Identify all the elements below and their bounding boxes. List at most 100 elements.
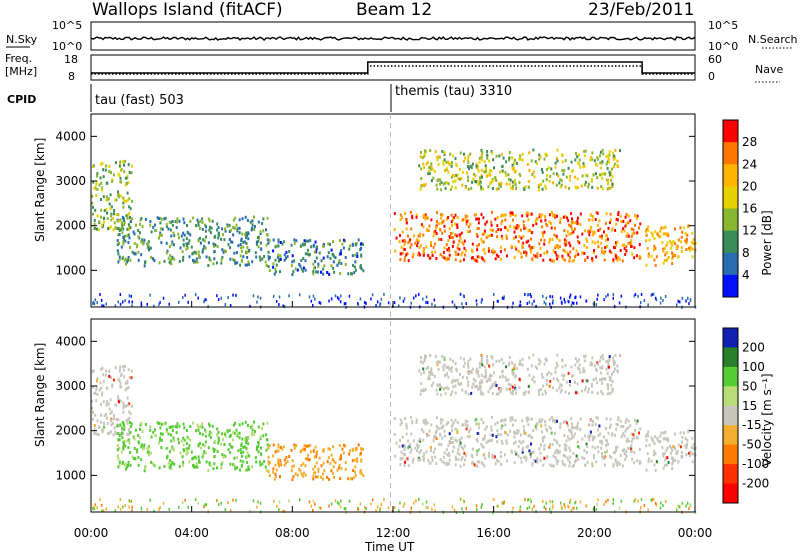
velocity-echo-cell xyxy=(468,372,470,376)
power-echo-cell xyxy=(640,301,642,305)
power-echo-cell xyxy=(518,172,521,176)
velocity-echo-cell xyxy=(482,453,485,457)
velocity-echo-cell xyxy=(605,443,608,447)
velocity-echo-cell xyxy=(301,474,304,478)
power-echo-cell xyxy=(428,224,431,228)
velocity-echo-cell xyxy=(606,392,609,396)
power-echo-cell xyxy=(671,244,674,247)
velocity-echo-cell xyxy=(477,370,480,373)
power-echo-cell xyxy=(177,232,180,236)
power-echo-cell xyxy=(549,302,551,306)
power-echo-cell xyxy=(329,256,332,260)
power-echo-cell xyxy=(569,295,571,299)
power-echo-cell xyxy=(672,240,675,243)
power-echo-cell xyxy=(228,230,231,233)
velocity-echo-cell xyxy=(600,441,603,445)
power-echo-cell xyxy=(510,186,513,190)
power-echo-cell xyxy=(204,223,206,227)
power-echo-cell xyxy=(563,241,566,245)
power-echo-cell xyxy=(430,165,433,169)
power-echo-cell xyxy=(643,299,646,303)
power-echo-cell xyxy=(518,234,521,238)
velocity-echo-cell xyxy=(130,376,133,380)
power-echo-cell xyxy=(342,246,345,250)
velocity-echo-cell xyxy=(565,444,568,448)
power-echo-cell xyxy=(431,250,434,254)
velocity-echo-cell xyxy=(313,455,316,459)
power-echo-cell xyxy=(550,222,553,226)
velocity-echo-cell xyxy=(182,501,184,504)
power-echo-cell xyxy=(460,253,463,257)
velocity-echo-cell xyxy=(571,464,574,468)
power-echo-cell xyxy=(691,231,694,235)
velocity-echo-cell xyxy=(662,466,665,470)
power-echo-cell xyxy=(438,155,441,159)
velocity-echo-cell xyxy=(126,421,129,425)
power-echo-cell xyxy=(274,245,277,249)
power-echo-cell xyxy=(310,299,313,303)
velocity-echo-cell xyxy=(266,421,269,425)
power-echo-cell xyxy=(478,255,481,259)
power-echo-cell xyxy=(266,216,269,220)
power-echo-cell xyxy=(620,220,623,223)
velocity-echo-cell xyxy=(205,430,208,434)
velocity-echo-cell xyxy=(341,447,344,451)
velocity-echo-cell xyxy=(638,448,641,451)
velocity-echo-cell xyxy=(615,462,618,466)
power-echo-cell xyxy=(291,254,294,258)
power-echo-cell xyxy=(507,173,510,177)
x-tick-label: 00:00 xyxy=(74,526,109,540)
power-echo-cell xyxy=(205,225,208,229)
velocity-echo-cell xyxy=(107,432,110,436)
power-echo-cell xyxy=(232,233,235,237)
velocity-echo-cell xyxy=(583,369,586,373)
power-echo-cell xyxy=(624,215,627,219)
power-echo-cell xyxy=(424,215,427,219)
velocity-echo-cell xyxy=(500,439,503,443)
velocity-echo-cell xyxy=(531,378,534,381)
velocity-echo-cell xyxy=(240,451,242,455)
velocity-echo-cell xyxy=(478,448,480,452)
velocity-echo-cell xyxy=(123,428,126,432)
velocity-echo-cell xyxy=(436,363,439,367)
velocity-echo-cell xyxy=(126,403,129,407)
velocity-echo-cell xyxy=(592,420,594,423)
velocity-echo-cell xyxy=(439,458,442,462)
velocity-echo-cell xyxy=(664,430,667,434)
velocity-echo-cell xyxy=(453,508,456,512)
power-echo-cell xyxy=(443,246,446,250)
velocity-echo-cell xyxy=(475,369,478,373)
power-echo-cell xyxy=(546,174,548,177)
power-echo-cell xyxy=(497,255,500,258)
velocity-echo-cell xyxy=(631,437,634,441)
power-echo-cell xyxy=(137,258,140,262)
velocity-echo-cell xyxy=(93,431,96,435)
power-echo-cell xyxy=(504,225,507,229)
velocity-echo-cell xyxy=(185,452,188,456)
velocity-echo-cell xyxy=(387,506,390,510)
velocity-echo-cell xyxy=(556,377,558,381)
velocity-echo-cell xyxy=(481,445,484,449)
power-echo-cell xyxy=(419,187,422,191)
power-echo-cell xyxy=(275,263,278,267)
power-echo-cell xyxy=(438,178,441,182)
power-echo-cell xyxy=(126,176,129,180)
power-echo-cell xyxy=(560,300,563,304)
velocity-echo-cell xyxy=(409,443,412,447)
velocity-echo-cell xyxy=(257,450,260,454)
power-echo-cell xyxy=(465,302,467,306)
power-echo-cell xyxy=(457,177,460,181)
velocity-echo-cell xyxy=(163,464,166,468)
velocity-echo-cell xyxy=(614,353,617,357)
velocity-echo-cell xyxy=(412,439,415,443)
velocity-echo-cell xyxy=(125,387,128,391)
velocity-echo-cell xyxy=(498,359,501,363)
power-echo-cell xyxy=(556,236,559,240)
power-echo-cell xyxy=(585,237,588,241)
velocity-echo-cell xyxy=(612,450,615,454)
power-echo-cell xyxy=(458,239,461,243)
velocity-echo-cell xyxy=(480,360,483,364)
power-echo-cell xyxy=(425,162,428,166)
power-echo-cell xyxy=(105,195,108,199)
velocity-echo-cell xyxy=(259,435,262,439)
